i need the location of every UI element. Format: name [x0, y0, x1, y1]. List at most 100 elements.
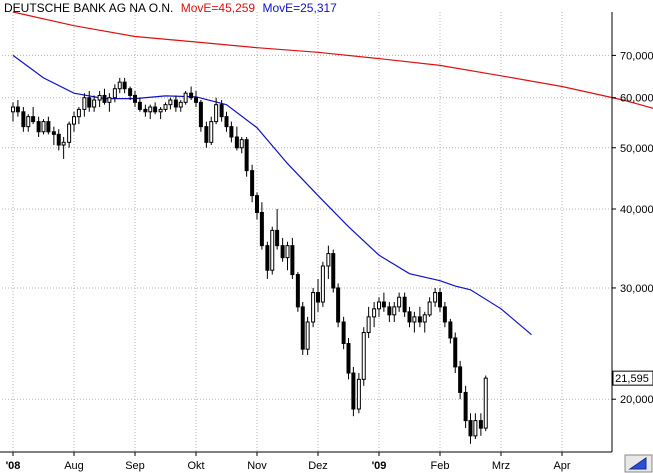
candle — [468, 413, 473, 444]
candle — [234, 126, 239, 151]
candle — [316, 278, 320, 312]
candle-body-down — [275, 229, 280, 247]
candle — [198, 100, 203, 132]
x-tick-label: Apr — [553, 460, 570, 472]
candle — [336, 283, 341, 328]
candle-body-up — [148, 106, 153, 113]
candle — [361, 327, 366, 386]
candle-body-down — [265, 245, 270, 271]
candle-body-down — [463, 391, 468, 422]
candle-body-down — [234, 136, 239, 149]
candle-body-up — [82, 97, 87, 110]
candle-body-down — [133, 94, 137, 103]
candle-body-down — [468, 420, 473, 437]
candle-body-up — [11, 106, 15, 113]
candle — [137, 97, 142, 112]
candle-body-up — [326, 253, 331, 267]
candle — [72, 111, 76, 132]
chart-title: DEUTSCHE BANK AG NA O.N. MovE=45,259 Mov… — [4, 1, 337, 15]
candle — [351, 366, 356, 417]
candle-body-down — [250, 170, 255, 197]
last-price-label: 21,595 — [615, 373, 649, 385]
candle — [290, 237, 295, 279]
candle-body-up — [285, 245, 290, 259]
candle — [133, 90, 137, 108]
candle-body-down — [255, 195, 259, 213]
candle-body-up — [107, 97, 112, 103]
candle — [433, 287, 438, 307]
candle — [417, 306, 422, 328]
candle — [214, 97, 219, 125]
ma-short-label: MovE=25,317 — [262, 1, 337, 15]
candle — [153, 102, 158, 115]
x-tick-label: Mrz — [492, 460, 510, 472]
candle-body-down — [244, 139, 249, 172]
candle — [11, 102, 15, 122]
candle-body-up — [377, 301, 381, 310]
candle-body-down — [381, 301, 386, 308]
candle-body-down — [189, 92, 194, 99]
candle — [56, 129, 61, 151]
candle — [422, 311, 427, 333]
candle-body-up — [209, 121, 214, 143]
candle — [76, 107, 81, 125]
candle-body-up — [214, 104, 219, 123]
candle-body-down — [341, 321, 346, 345]
candle-body-down — [300, 306, 305, 350]
candle-body-up — [473, 420, 478, 437]
candle-body-down — [21, 111, 26, 128]
candle-body-down — [407, 311, 412, 323]
candle — [92, 95, 97, 112]
candle-body-down — [336, 287, 341, 323]
candle-body-up — [320, 265, 325, 303]
scroll-arrow-icon[interactable] — [624, 454, 653, 473]
candle — [356, 373, 361, 414]
candle-body-down — [173, 99, 178, 108]
candle-body-up — [433, 292, 438, 303]
candle-body-up — [178, 101, 183, 108]
candle — [168, 97, 173, 110]
candle-body-up — [76, 108, 81, 118]
candle-body-down — [316, 292, 320, 303]
candle-body-up — [422, 314, 427, 323]
candle — [178, 100, 183, 112]
candle-body-down — [128, 88, 133, 96]
candle-body-up — [92, 99, 97, 108]
x-tick-label: Nov — [247, 460, 267, 472]
candle — [295, 271, 300, 312]
candle-body-down — [51, 131, 56, 135]
candle-body-down — [442, 306, 447, 323]
candle-body-up — [427, 301, 432, 316]
candle-body-down — [219, 104, 224, 118]
candle — [87, 90, 92, 112]
y-tick-label: 30,000 — [620, 283, 653, 295]
candle-body-up — [239, 139, 244, 149]
candle — [209, 116, 214, 146]
candle — [26, 114, 31, 132]
y-tick-label: 50,000 — [620, 143, 653, 155]
candle-body-up — [392, 306, 397, 316]
candle-body-up — [366, 316, 371, 334]
candle — [61, 136, 66, 159]
candle-body-down — [36, 121, 41, 133]
candle — [402, 292, 407, 317]
candle — [381, 292, 386, 312]
candle — [442, 302, 447, 328]
candle-body-up — [41, 121, 46, 133]
candle-body-down — [280, 245, 285, 259]
candle — [438, 287, 442, 312]
candle — [46, 116, 51, 135]
instrument-name: DEUTSCHE BANK AG NA O.N. — [4, 1, 173, 15]
candle — [224, 111, 229, 132]
y-tick-label: 40,000 — [620, 204, 653, 216]
candle — [305, 316, 310, 355]
candle-body-down — [143, 108, 148, 113]
candle — [244, 136, 249, 177]
candle-body-down — [87, 97, 92, 108]
candle-body-up — [112, 88, 117, 99]
ma-long-line — [12, 11, 653, 109]
candle-body-down — [198, 101, 203, 128]
candle — [219, 100, 224, 122]
candle — [173, 95, 178, 112]
